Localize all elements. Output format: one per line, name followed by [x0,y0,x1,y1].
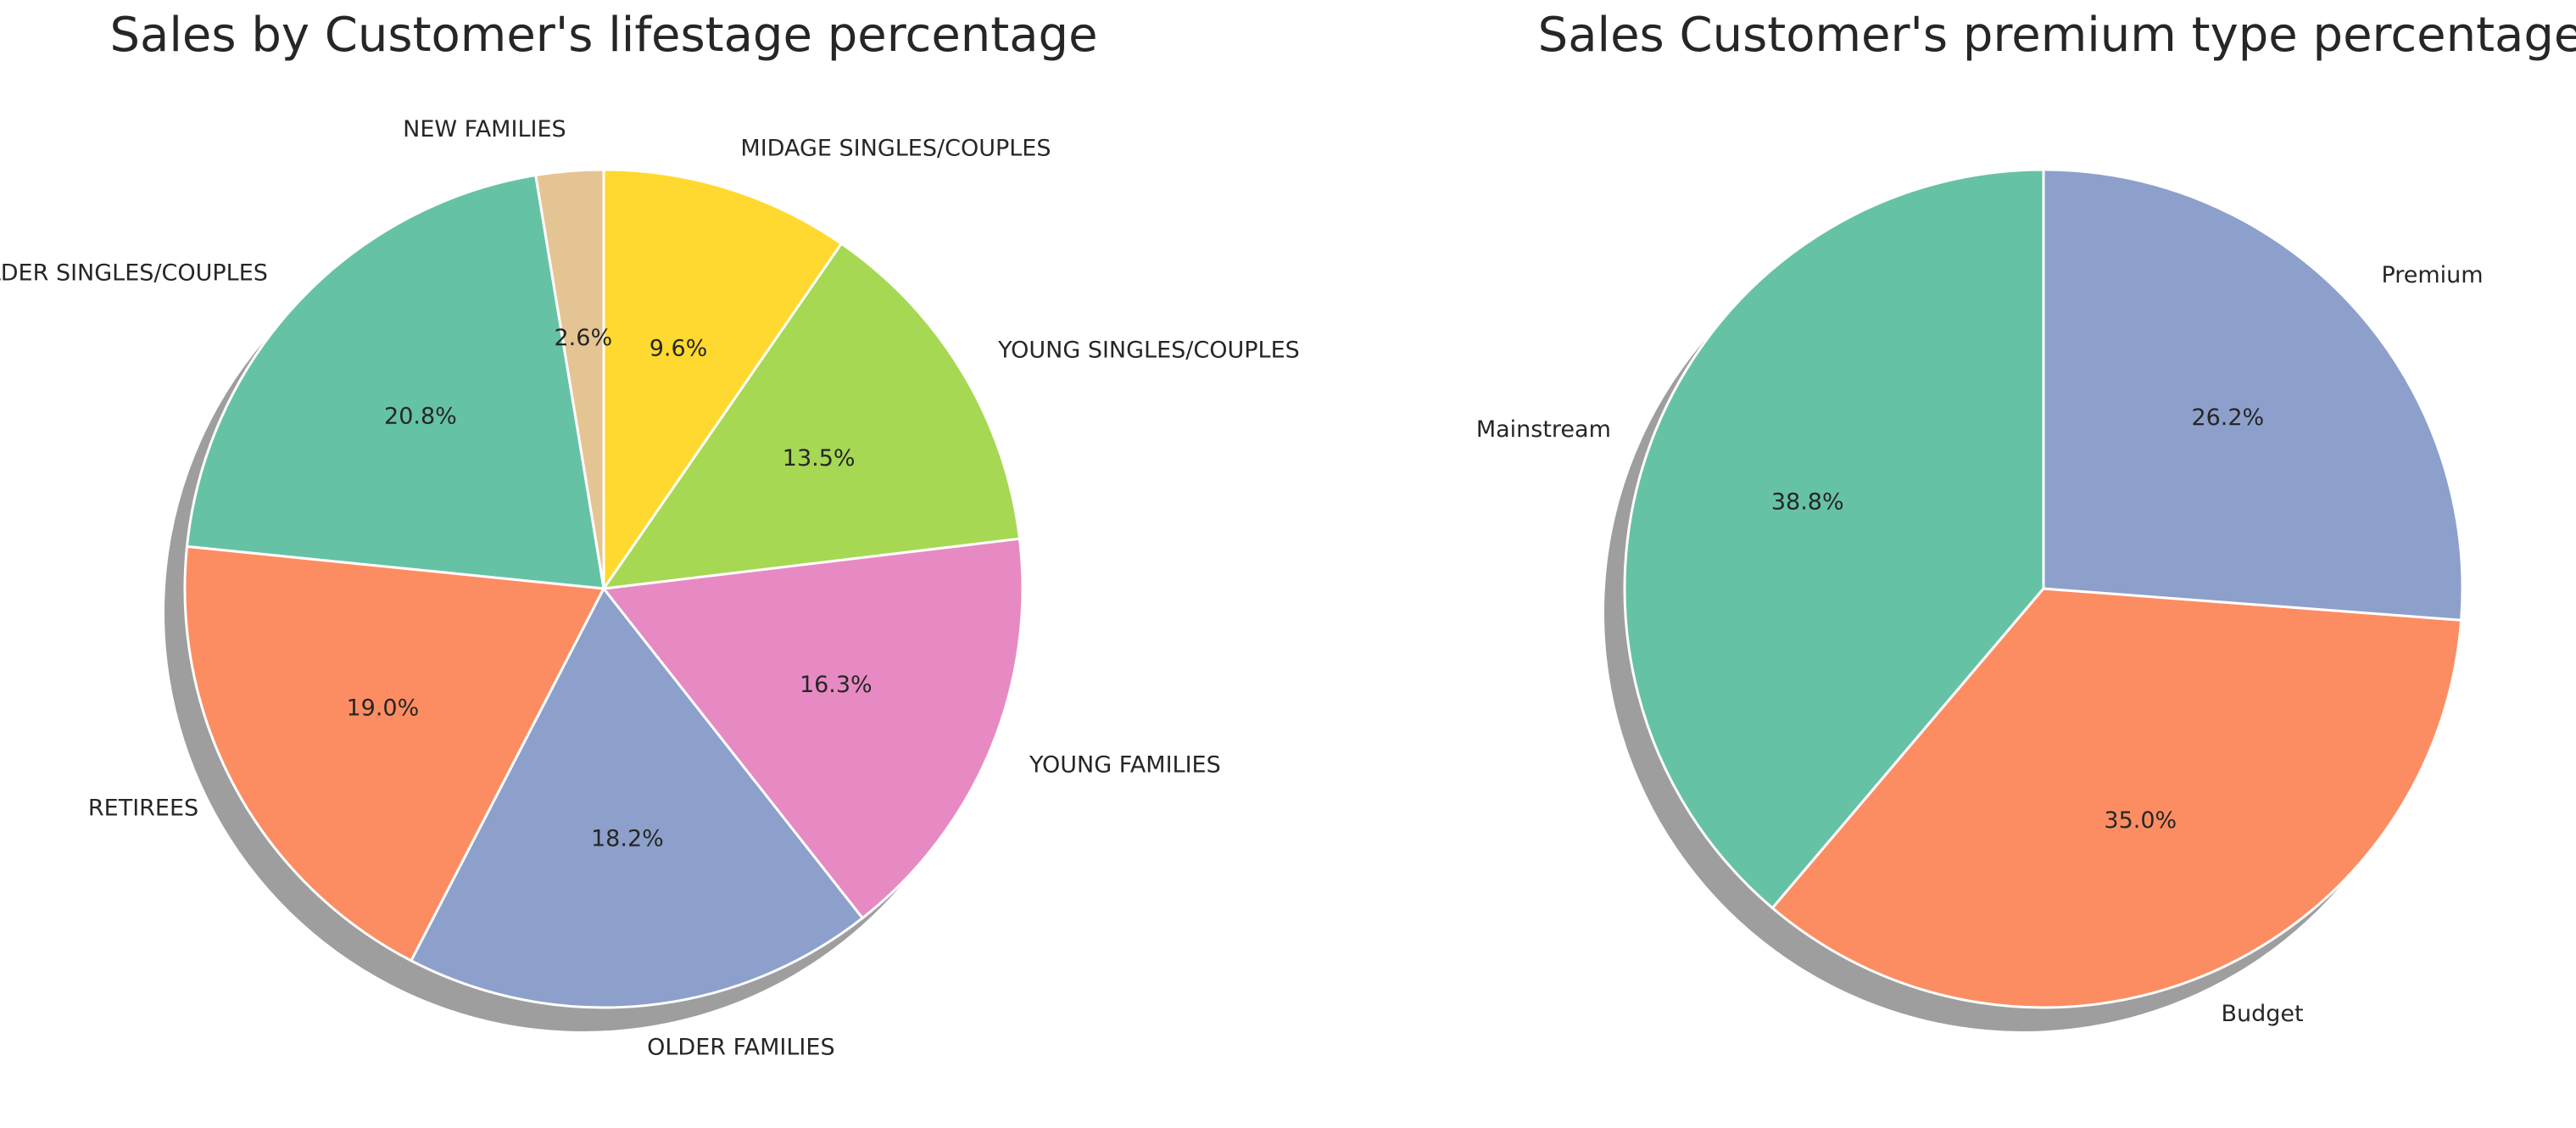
pct-label-young-families: 16.3% [800,672,873,698]
pie-slice-retirees [183,544,605,963]
slice-label-midage-singles-couples: MIDAGE SINGLES/COUPLES [740,136,1051,162]
pie-slice-budget [1770,587,2463,1009]
pie-slice-older-families [410,587,864,1009]
pie-chart-lifestage: 2.6% NEW FAMILIES 20.8% OLDER SINGLES/COUPL… [0,116,1300,1061]
slice-label-young-families: YOUNG FAMILIES [1029,751,1221,778]
slice-label-new-families: NEW FAMILIES [403,116,566,142]
pie-slice-premium [2042,168,2464,622]
pie-slice-older-singles-couples [185,174,605,590]
slice-label-retirees: RETIREES [88,795,198,821]
pct-label-premium: 26.2% [2191,405,2264,431]
slice-label-older-singles-couples: OLDER SINGLES/COUPLES [0,260,268,287]
slice-label-young-singles-couples: YOUNG SINGLES/COUPLES [997,337,1300,363]
pie-chart-premium: 38.8% Mainstream 35.0% Budget 26.2% Premium [1476,168,2484,1032]
pct-label-older-families: 18.2% [591,826,664,852]
pct-label-older-singles-couples: 20.8% [384,404,457,430]
pct-label-new-families: 2.6% [555,325,613,351]
slice-label-budget: Budget [2222,1001,2304,1027]
pie-slice-young-singles-couples [602,242,1021,590]
pct-label-midage-singles-couples: 9.6% [650,335,708,361]
chart-title-premium: Sales Customer's premium type percentage [1538,8,2576,63]
pie-slice-young-families [602,537,1024,919]
slice-label-mainstream: Mainstream [1476,416,1611,443]
pct-label-budget: 35.0% [2104,807,2177,834]
slice-label-premium: Premium [2381,262,2483,288]
chart-title-lifestage: Sales by Customer's lifestage percentage [109,8,1097,63]
slice-label-older-families: OLDER FAMILIES [647,1034,834,1060]
pie-slice-mainstream [1623,168,2045,910]
pie-slice-midage-singles-couples [602,168,843,590]
pct-label-young-singles-couples: 13.5% [783,445,856,472]
pct-label-mainstream: 38.8% [1771,489,1844,515]
pct-label-retirees: 19.0% [346,695,419,722]
